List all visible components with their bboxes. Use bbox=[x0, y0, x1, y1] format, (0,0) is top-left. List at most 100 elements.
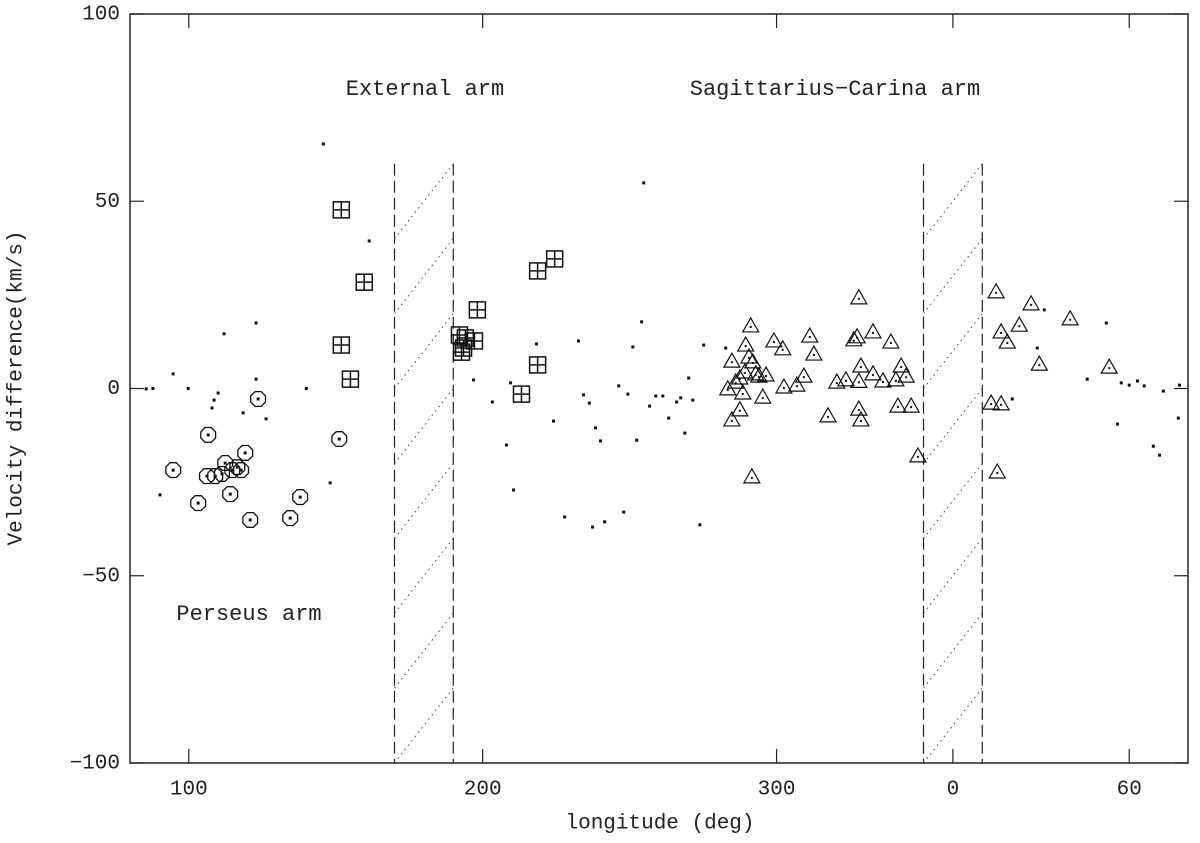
circle-marker bbox=[222, 486, 239, 503]
marker-cross bbox=[529, 262, 546, 279]
marker-center bbox=[795, 385, 798, 388]
marker-center bbox=[1030, 303, 1033, 306]
square-marker bbox=[341, 370, 360, 388]
marker-outline bbox=[282, 510, 299, 527]
marker-outline bbox=[863, 364, 882, 381]
marker-center bbox=[1000, 331, 1003, 334]
triangle-marker bbox=[849, 399, 868, 416]
dot-marker bbox=[151, 387, 155, 390]
marker-outline bbox=[787, 375, 806, 392]
circle-marker bbox=[198, 468, 216, 485]
marker-center bbox=[900, 366, 903, 369]
triangle-marker bbox=[804, 344, 823, 361]
marker-center bbox=[235, 465, 239, 469]
marker-center bbox=[239, 468, 243, 472]
marker-outline bbox=[756, 365, 776, 382]
dot-marker bbox=[1151, 444, 1155, 448]
dot-marker bbox=[675, 400, 679, 404]
triangle-marker bbox=[836, 370, 855, 387]
marker-center bbox=[881, 381, 884, 384]
marker-outline bbox=[739, 347, 758, 364]
marker-center bbox=[910, 406, 913, 409]
marker-center bbox=[859, 366, 862, 369]
dot-marker bbox=[702, 343, 706, 347]
circle-marker bbox=[250, 390, 267, 408]
triangle-marker bbox=[1030, 354, 1049, 371]
marker-outline bbox=[1010, 316, 1029, 332]
circle-marker bbox=[282, 510, 299, 527]
marker-cross bbox=[333, 201, 350, 218]
marker-center bbox=[905, 376, 908, 379]
marker-center bbox=[747, 357, 750, 360]
hatch bbox=[394, 313, 454, 389]
marker-outline bbox=[902, 396, 921, 413]
marker-center bbox=[228, 492, 232, 496]
dot-marker bbox=[254, 321, 258, 325]
square-marker bbox=[452, 343, 471, 361]
marker-center bbox=[894, 379, 897, 382]
marker-center bbox=[772, 340, 775, 343]
marker-outline bbox=[722, 351, 741, 368]
marker-center bbox=[802, 376, 805, 379]
triangle-marker bbox=[849, 372, 868, 388]
triangle-marker bbox=[873, 371, 892, 388]
marker-outline bbox=[774, 377, 793, 394]
dot-marker bbox=[698, 523, 702, 527]
hatch bbox=[394, 537, 454, 614]
marker-center bbox=[826, 415, 829, 418]
triangle-marker bbox=[739, 347, 758, 364]
triangle-marker bbox=[722, 351, 741, 368]
dot-marker bbox=[626, 392, 630, 396]
dot-marker bbox=[724, 346, 728, 350]
dot-marker bbox=[1042, 308, 1046, 312]
triangle-marker bbox=[818, 406, 838, 423]
dot-marker bbox=[631, 345, 635, 349]
hatch bbox=[394, 463, 454, 539]
circle-marker bbox=[200, 426, 217, 443]
triangle-marker bbox=[897, 366, 916, 383]
dot-marker bbox=[144, 387, 148, 391]
triangle-marker bbox=[851, 410, 870, 427]
marker-center bbox=[1069, 318, 1072, 321]
triangle-marker bbox=[726, 372, 745, 389]
marker-center bbox=[223, 461, 227, 465]
marker-center bbox=[1006, 342, 1009, 345]
triangle-marker bbox=[992, 322, 1011, 339]
triangle-marker bbox=[733, 383, 752, 400]
marker-outline bbox=[804, 344, 823, 361]
marker-outline bbox=[764, 331, 783, 348]
marker-cross bbox=[469, 301, 486, 318]
plot-frame bbox=[129, 13, 1189, 764]
dot-marker bbox=[635, 438, 639, 442]
dot-marker bbox=[1104, 321, 1108, 325]
y-axis-label: Velocity difference(km/s) bbox=[6, 230, 29, 545]
dot-marker bbox=[509, 381, 513, 385]
marker-center bbox=[812, 354, 815, 357]
dot-marker bbox=[683, 431, 687, 435]
marker-outline bbox=[198, 468, 216, 485]
marker-outline bbox=[1100, 357, 1119, 374]
marker-outline bbox=[1022, 294, 1041, 311]
marker-cross bbox=[356, 274, 373, 291]
triangle-marker bbox=[886, 370, 905, 387]
marker-outline bbox=[773, 339, 792, 356]
marker-center bbox=[734, 382, 737, 385]
marker-outline bbox=[851, 356, 870, 373]
marker-outline bbox=[749, 366, 768, 383]
marker-outline bbox=[888, 396, 907, 413]
hatch bbox=[394, 163, 454, 240]
dot-marker bbox=[661, 394, 665, 398]
marker-outline bbox=[217, 454, 234, 472]
marker-center bbox=[726, 388, 729, 391]
triangle-marker bbox=[794, 366, 813, 383]
marker-outline bbox=[800, 326, 819, 343]
y-tick-label: −100 bbox=[70, 753, 120, 776]
dot-marker bbox=[222, 332, 226, 336]
marker-center bbox=[230, 468, 234, 472]
circle-marker bbox=[190, 495, 207, 512]
marker-outline bbox=[722, 410, 741, 427]
dot-marker bbox=[599, 439, 603, 443]
marker-center bbox=[337, 437, 341, 441]
triangle-marker bbox=[735, 362, 754, 379]
marker-center bbox=[996, 472, 999, 475]
